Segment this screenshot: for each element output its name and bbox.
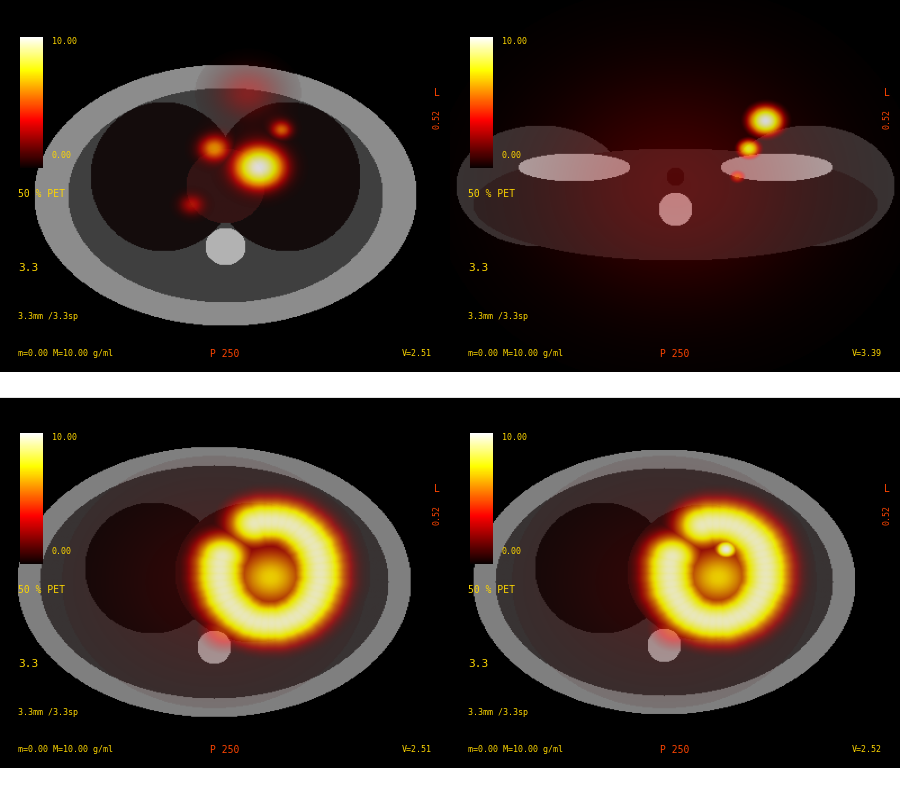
Text: 0.00: 0.00: [52, 151, 72, 160]
Text: 0.52: 0.52: [882, 505, 891, 525]
Text: 10.00: 10.00: [502, 37, 526, 46]
Text: 0.00: 0.00: [52, 547, 72, 556]
Text: P 250: P 250: [211, 744, 239, 755]
Text: 0.52: 0.52: [432, 505, 441, 525]
Text: m=0.00 M=10.00 g/ml: m=0.00 M=10.00 g/ml: [468, 349, 563, 358]
Text: 3.3mm /3.3sp: 3.3mm /3.3sp: [18, 312, 78, 321]
Text: 10.00: 10.00: [52, 433, 76, 442]
Text: V=2.51: V=2.51: [402, 745, 432, 754]
Text: V=3.39: V=3.39: [852, 349, 882, 358]
Text: L: L: [434, 88, 439, 98]
Text: 50 % PET: 50 % PET: [18, 188, 65, 199]
Text: P 250: P 250: [661, 348, 689, 359]
Text: m=0.00 M=10.00 g/ml: m=0.00 M=10.00 g/ml: [18, 349, 113, 358]
Text: 3.3: 3.3: [468, 263, 488, 273]
Text: 10.00: 10.00: [52, 37, 76, 46]
Text: 3.3: 3.3: [18, 263, 38, 273]
Text: L: L: [884, 484, 889, 494]
Text: m=0.00 M=10.00 g/ml: m=0.00 M=10.00 g/ml: [18, 745, 113, 754]
Text: 50 % PET: 50 % PET: [468, 584, 515, 595]
Text: 10.00: 10.00: [502, 433, 526, 442]
Text: 3.3mm /3.3sp: 3.3mm /3.3sp: [468, 708, 528, 717]
Text: 50 % PET: 50 % PET: [468, 188, 515, 199]
Text: V=2.51: V=2.51: [402, 349, 432, 358]
Text: m=0.00 M=10.00 g/ml: m=0.00 M=10.00 g/ml: [468, 745, 563, 754]
Text: 3.3mm /3.3sp: 3.3mm /3.3sp: [468, 312, 528, 321]
Text: P 250: P 250: [661, 744, 689, 755]
Text: V=2.52: V=2.52: [852, 745, 882, 754]
Text: 3.3: 3.3: [18, 659, 38, 669]
Text: D: D: [464, 410, 496, 448]
Text: 50 % PET: 50 % PET: [18, 584, 65, 595]
Text: 0.52: 0.52: [882, 109, 891, 129]
Text: B: B: [464, 14, 493, 52]
Text: 3.3mm /3.3sp: 3.3mm /3.3sp: [18, 708, 78, 717]
Text: P 250: P 250: [211, 348, 239, 359]
Text: L: L: [434, 484, 439, 494]
Text: A: A: [14, 14, 43, 52]
Text: 0.52: 0.52: [432, 109, 441, 129]
Text: L: L: [884, 88, 889, 98]
Text: 0.00: 0.00: [502, 547, 522, 556]
Text: C: C: [14, 410, 42, 448]
Text: 0.00: 0.00: [502, 151, 522, 160]
Text: 3.3: 3.3: [468, 659, 488, 669]
